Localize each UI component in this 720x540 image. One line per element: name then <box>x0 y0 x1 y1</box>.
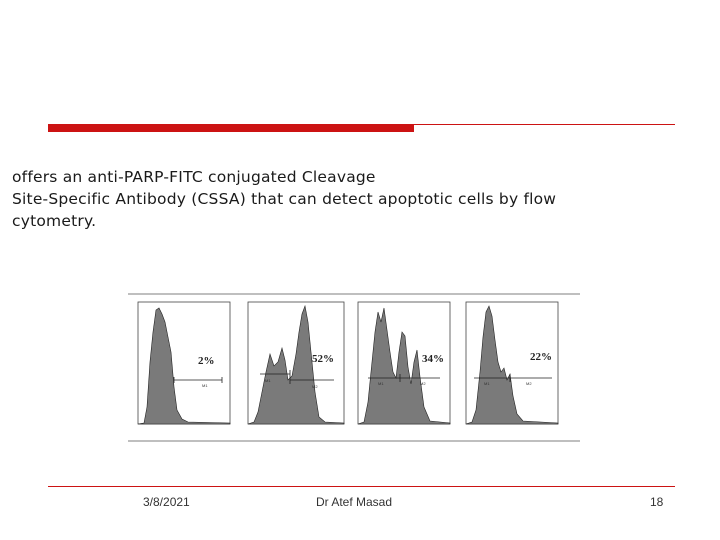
panel-4-percent: 22% <box>530 351 552 363</box>
title-accent-line <box>414 124 675 125</box>
panel-2-gate-label-m1: M1 <box>265 378 271 383</box>
body-line-1: offers an anti-PARP-FITC conjugated Clea… <box>12 168 376 186</box>
panel-4-gate-label-m2: M2 <box>526 381 532 386</box>
histogram-panel-1: M1 2% <box>137 301 231 425</box>
flow-cytometry-figure: M1 2% M1 M2 52% M1 M2 34% M1 M2 22% <box>128 293 580 442</box>
body-line-3: cytometry. <box>12 212 97 230</box>
panel-4-histogram <box>465 305 559 425</box>
panel-3-histogram <box>357 307 451 425</box>
panel-3-gate-label-m1: M1 <box>378 381 384 386</box>
panel-4-gate-label-m1: M1 <box>484 381 490 386</box>
footer-date: 3/8/2021 <box>143 495 190 509</box>
panel-2-percent: 52% <box>312 353 334 365</box>
histogram-panel-2: M1 M2 52% <box>247 301 345 425</box>
slide-number: 18 <box>650 495 664 509</box>
panel-2-histogram <box>247 304 345 425</box>
body-line-2: Site-Specific Antibody (CSSA) that can d… <box>12 190 557 208</box>
body-paragraph: offers an anti-PARP-FITC conjugated Clea… <box>12 166 712 232</box>
footer-divider <box>48 486 675 487</box>
panel-1-gate-label-m1: M1 <box>202 383 208 388</box>
title-accent-bar <box>48 124 414 132</box>
panel-1-histogram <box>137 307 231 425</box>
histogram-panel-4: M1 M2 22% <box>465 301 559 425</box>
panel-1-percent: 2% <box>198 355 215 367</box>
panel-3-gate-label-m2: M2 <box>420 381 426 386</box>
histogram-panel-3: M1 M2 34% <box>357 301 451 425</box>
footer-author: Dr Atef Masad <box>316 495 393 509</box>
panel-2-gate-label-m2: M2 <box>312 384 318 389</box>
panel-3-percent: 34% <box>422 353 444 365</box>
